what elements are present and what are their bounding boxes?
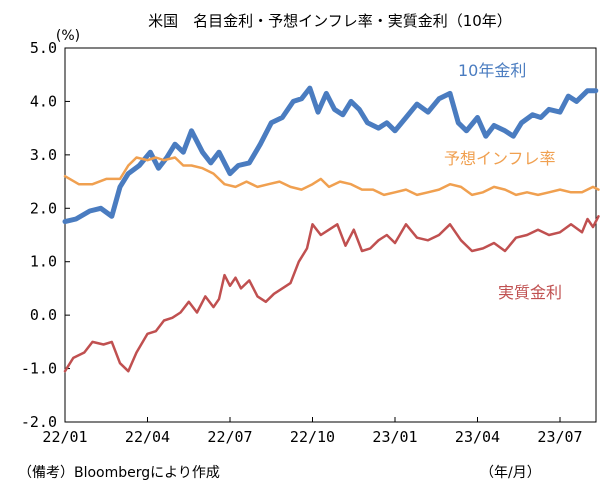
series-label-2: 実質金利: [498, 283, 562, 302]
y-tick-label: 0.0: [30, 306, 57, 324]
x-tick-label: 23/07: [537, 428, 582, 446]
y-tick-label: -2.0: [21, 413, 57, 431]
x-tick-label: 22/04: [125, 428, 170, 446]
series-label-1: 予想インフレ率: [444, 149, 556, 168]
chart-title: 米国 名目金利・予想インフレ率・実質金利（10年）: [148, 12, 512, 30]
x-tick-label: 23/04: [455, 428, 500, 446]
series-layer: [62, 85, 600, 373]
source-note: （備考）Bloombergにより作成: [18, 465, 220, 481]
y-tick-label: 2.0: [30, 199, 57, 217]
x-tick-label: 22/07: [207, 428, 252, 446]
series-label-0: 10年金利: [458, 61, 526, 80]
x-tick-label: 23/01: [372, 428, 417, 446]
series-line-0: [62, 85, 599, 225]
x-tick-label: 22/01: [42, 428, 87, 446]
y-axis-unit: (%): [56, 28, 80, 44]
x-tick-label: 22/10: [290, 428, 335, 446]
y-tick-label: -1.0: [21, 360, 57, 378]
series-line-2: [63, 215, 600, 373]
axes: 5.0 4.0 3.0 2.0 1.0 0.0 -1.0 -2.022/01 22/04 22/0…: [21, 39, 597, 446]
y-tick-label: 3.0: [30, 146, 57, 164]
x-axis-unit: （年/月）: [480, 465, 541, 481]
y-tick-label: 4.0: [30, 92, 57, 110]
y-tick-label: 5.0: [30, 39, 57, 57]
series-line-1: [63, 156, 600, 197]
y-tick-label: 1.0: [30, 253, 57, 271]
plot-frame: [64, 47, 597, 423]
